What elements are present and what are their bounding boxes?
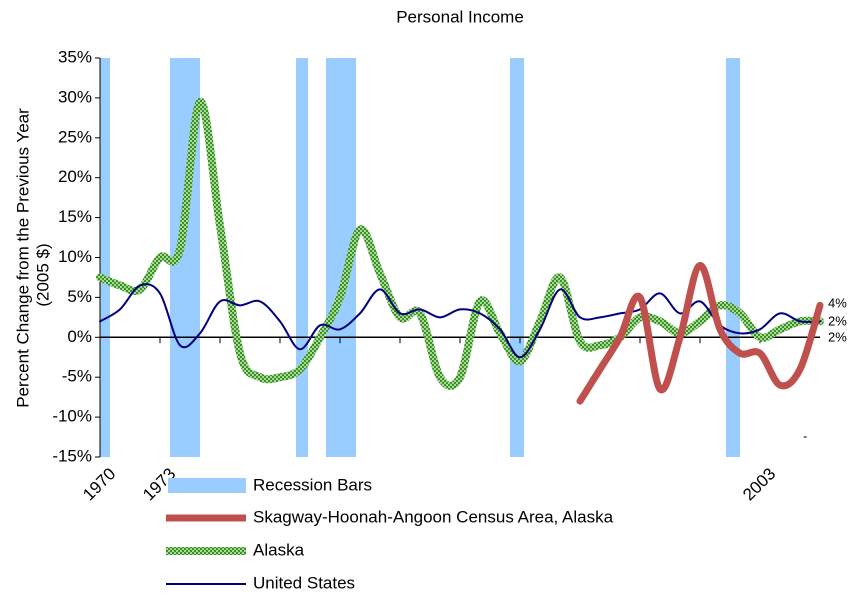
y-tick-label: 5% — [67, 287, 92, 306]
recession-bar — [100, 58, 110, 457]
series-line — [96, 97, 824, 390]
series-line — [99, 283, 821, 359]
x-tick-label: 1970 — [79, 464, 119, 504]
recession-bar — [296, 58, 308, 457]
recession-bar — [726, 58, 740, 457]
chart-title: Personal Income — [396, 7, 524, 26]
y-tick-label: 35% — [58, 47, 92, 66]
end-label: 2% — [828, 329, 847, 344]
y-axis-title: (2005 $) — [33, 243, 52, 306]
legend-label: Skagway-Hoonah-Angoon Census Area, Alask… — [253, 507, 614, 526]
y-tick-label: -10% — [52, 407, 92, 426]
y-tick-label: 0% — [67, 327, 92, 346]
recession-bar — [510, 58, 524, 457]
legend-label: Recession Bars — [253, 475, 372, 494]
y-tick-label: 20% — [58, 167, 92, 186]
y-tick-label: 15% — [58, 207, 92, 226]
series-line — [576, 261, 824, 405]
legend-label: United States — [253, 573, 355, 592]
end-label: 2% — [828, 313, 847, 328]
y-axis-title: Percent Change from the Previous Year — [13, 108, 32, 408]
annotation: - — [803, 428, 807, 443]
y-tick-label: 10% — [58, 247, 92, 266]
y-tick-label: 30% — [58, 87, 92, 106]
end-label: 4% — [828, 295, 847, 310]
legend-swatch — [168, 478, 246, 493]
x-tick-label: 2003 — [739, 464, 779, 504]
legend-label: Alaska — [253, 540, 305, 559]
y-tick-label: 25% — [58, 127, 92, 146]
y-tick-label: -5% — [62, 367, 92, 386]
y-tick-label: -15% — [52, 446, 92, 465]
